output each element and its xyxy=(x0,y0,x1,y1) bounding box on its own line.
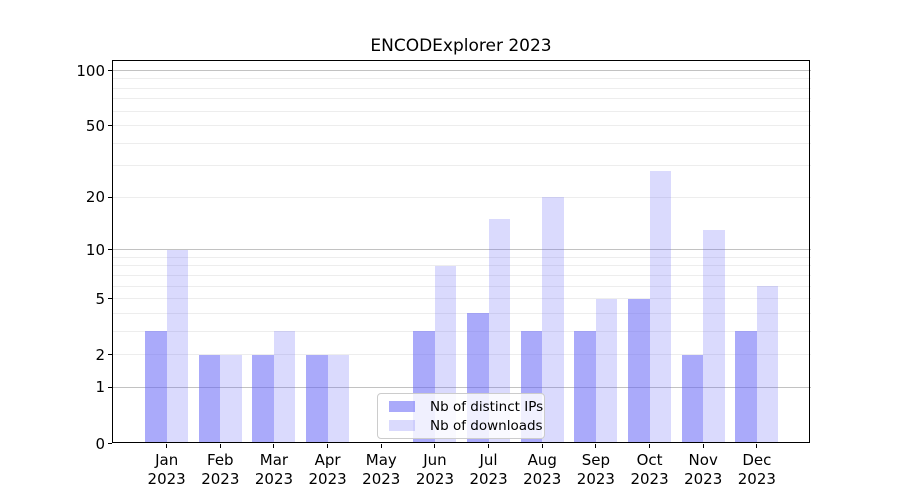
y-tick-label: 50 xyxy=(85,116,105,135)
x-tick-label-line: 2023 xyxy=(201,469,240,488)
x-tick xyxy=(434,443,436,448)
x-tick-label-line: Apr xyxy=(314,450,341,469)
x-tick-label: Jan 2023 xyxy=(127,451,207,489)
bar-distinct-ips-dec xyxy=(735,331,757,444)
bar-downloads-sep xyxy=(595,298,618,444)
x-tick xyxy=(166,443,168,448)
x-tick-label-line: Mar xyxy=(259,450,289,469)
x-tick xyxy=(649,443,651,448)
bar-downloads-dec xyxy=(756,286,779,444)
x-tick xyxy=(702,443,704,448)
y-tick-label: 20 xyxy=(85,188,105,207)
x-tick-label-line: 2023 xyxy=(362,469,401,488)
x-tick-label-line: 2023 xyxy=(254,469,294,488)
x-tick-label-line: 2023 xyxy=(308,469,347,488)
bar-downloads-mar xyxy=(273,331,296,444)
x-tick xyxy=(488,443,490,448)
bar-downloads-jul xyxy=(488,219,511,444)
x-tick-label-line: 2023 xyxy=(147,469,186,488)
y-tick xyxy=(108,386,112,388)
x-tick-label-line: 2023 xyxy=(469,469,508,488)
y-tick xyxy=(108,125,112,127)
x-tick-label: Jul 2023 xyxy=(449,451,529,489)
x-tick-label-line: Sep xyxy=(581,450,611,469)
bar-distinct-ips-jan xyxy=(145,331,167,444)
legend-swatch-distinct-ips xyxy=(389,401,415,412)
x-tick-label-line: 2023 xyxy=(576,469,615,488)
x-tick-label-line: 2023 xyxy=(523,469,562,488)
bar-downloads-oct xyxy=(649,171,672,444)
y-tick xyxy=(108,196,112,198)
x-tick xyxy=(327,443,329,448)
x-tick-label: Sep 2023 xyxy=(556,451,636,489)
x-tick xyxy=(380,443,382,448)
x-tick-label-line: Aug xyxy=(527,450,557,469)
bar-distinct-ips-oct xyxy=(628,298,650,444)
x-tick-label: Feb 2023 xyxy=(180,451,260,489)
bar-distinct-ips-feb xyxy=(198,354,221,444)
x-tick-label-line: 2023 xyxy=(684,469,723,488)
x-tick-label: Mar 2023 xyxy=(234,451,314,489)
legend-label-distinct-ips: Nb of distinct IPs xyxy=(430,398,544,415)
y-tick xyxy=(108,298,112,300)
legend: Nb of distinct IPs Nb of downloads xyxy=(377,393,545,439)
y-tick-label: 0 xyxy=(95,434,105,453)
x-tick-label: Nov 2023 xyxy=(663,451,743,489)
y-tick xyxy=(108,249,112,251)
y-tick xyxy=(108,70,112,71)
y-tick-label: 1 xyxy=(95,378,105,397)
bar-downloads-aug xyxy=(542,197,564,444)
x-tick-label-line: 2023 xyxy=(630,469,669,488)
x-tick-label: Apr 2023 xyxy=(288,451,368,489)
bar-distinct-ips-nov xyxy=(681,354,704,444)
legend-entry-downloads: Nb of downloads xyxy=(384,418,543,434)
bar-downloads-nov xyxy=(703,230,725,444)
x-tick-label-line: 2023 xyxy=(737,469,776,488)
x-tick-label-line: Jul xyxy=(479,450,498,469)
x-tick-label-line: Oct xyxy=(636,450,663,469)
y-tick xyxy=(108,354,112,356)
chart-title: ENCODExplorer 2023 xyxy=(370,36,552,56)
legend-swatch-downloads xyxy=(389,420,415,431)
x-tick-label: Dec 2023 xyxy=(717,451,797,489)
x-tick-label: Oct 2023 xyxy=(610,451,690,489)
y-tick-label: 100 xyxy=(76,61,105,80)
x-tick xyxy=(595,443,597,448)
bar-downloads-jan xyxy=(166,249,189,444)
y-tick-label: 5 xyxy=(95,289,105,308)
x-tick-label-line: May xyxy=(365,450,397,469)
x-tick xyxy=(273,443,275,448)
x-tick xyxy=(219,443,221,448)
x-tick xyxy=(541,443,543,448)
x-tick-label: Aug 2023 xyxy=(502,451,582,489)
x-tick-label-line: Nov xyxy=(688,450,718,469)
x-tick-label-line: Feb xyxy=(207,450,234,469)
bar-distinct-ips-apr xyxy=(306,354,328,444)
bar-distinct-ips-mar xyxy=(252,354,274,444)
legend-entry-distinct-ips: Nb of distinct IPs xyxy=(384,399,543,415)
x-tick-label-line: 2023 xyxy=(415,469,455,488)
y-tick xyxy=(108,443,112,444)
y-tick-label: 2 xyxy=(95,345,105,364)
bar-distinct-ips-sep xyxy=(574,331,596,444)
y-tick-label: 10 xyxy=(85,240,105,259)
x-tick-label: Jun 2023 xyxy=(395,451,475,489)
legend-label-downloads: Nb of downloads xyxy=(430,417,543,434)
x-tick-label: May 2023 xyxy=(341,451,421,489)
bar-downloads-feb xyxy=(220,354,242,444)
x-tick xyxy=(756,443,758,448)
x-tick-label-line: Jan xyxy=(155,450,179,469)
bar-downloads-apr xyxy=(327,354,350,444)
x-tick-label-line: Dec xyxy=(742,450,772,469)
x-tick-label-line: Jun xyxy=(423,450,447,469)
